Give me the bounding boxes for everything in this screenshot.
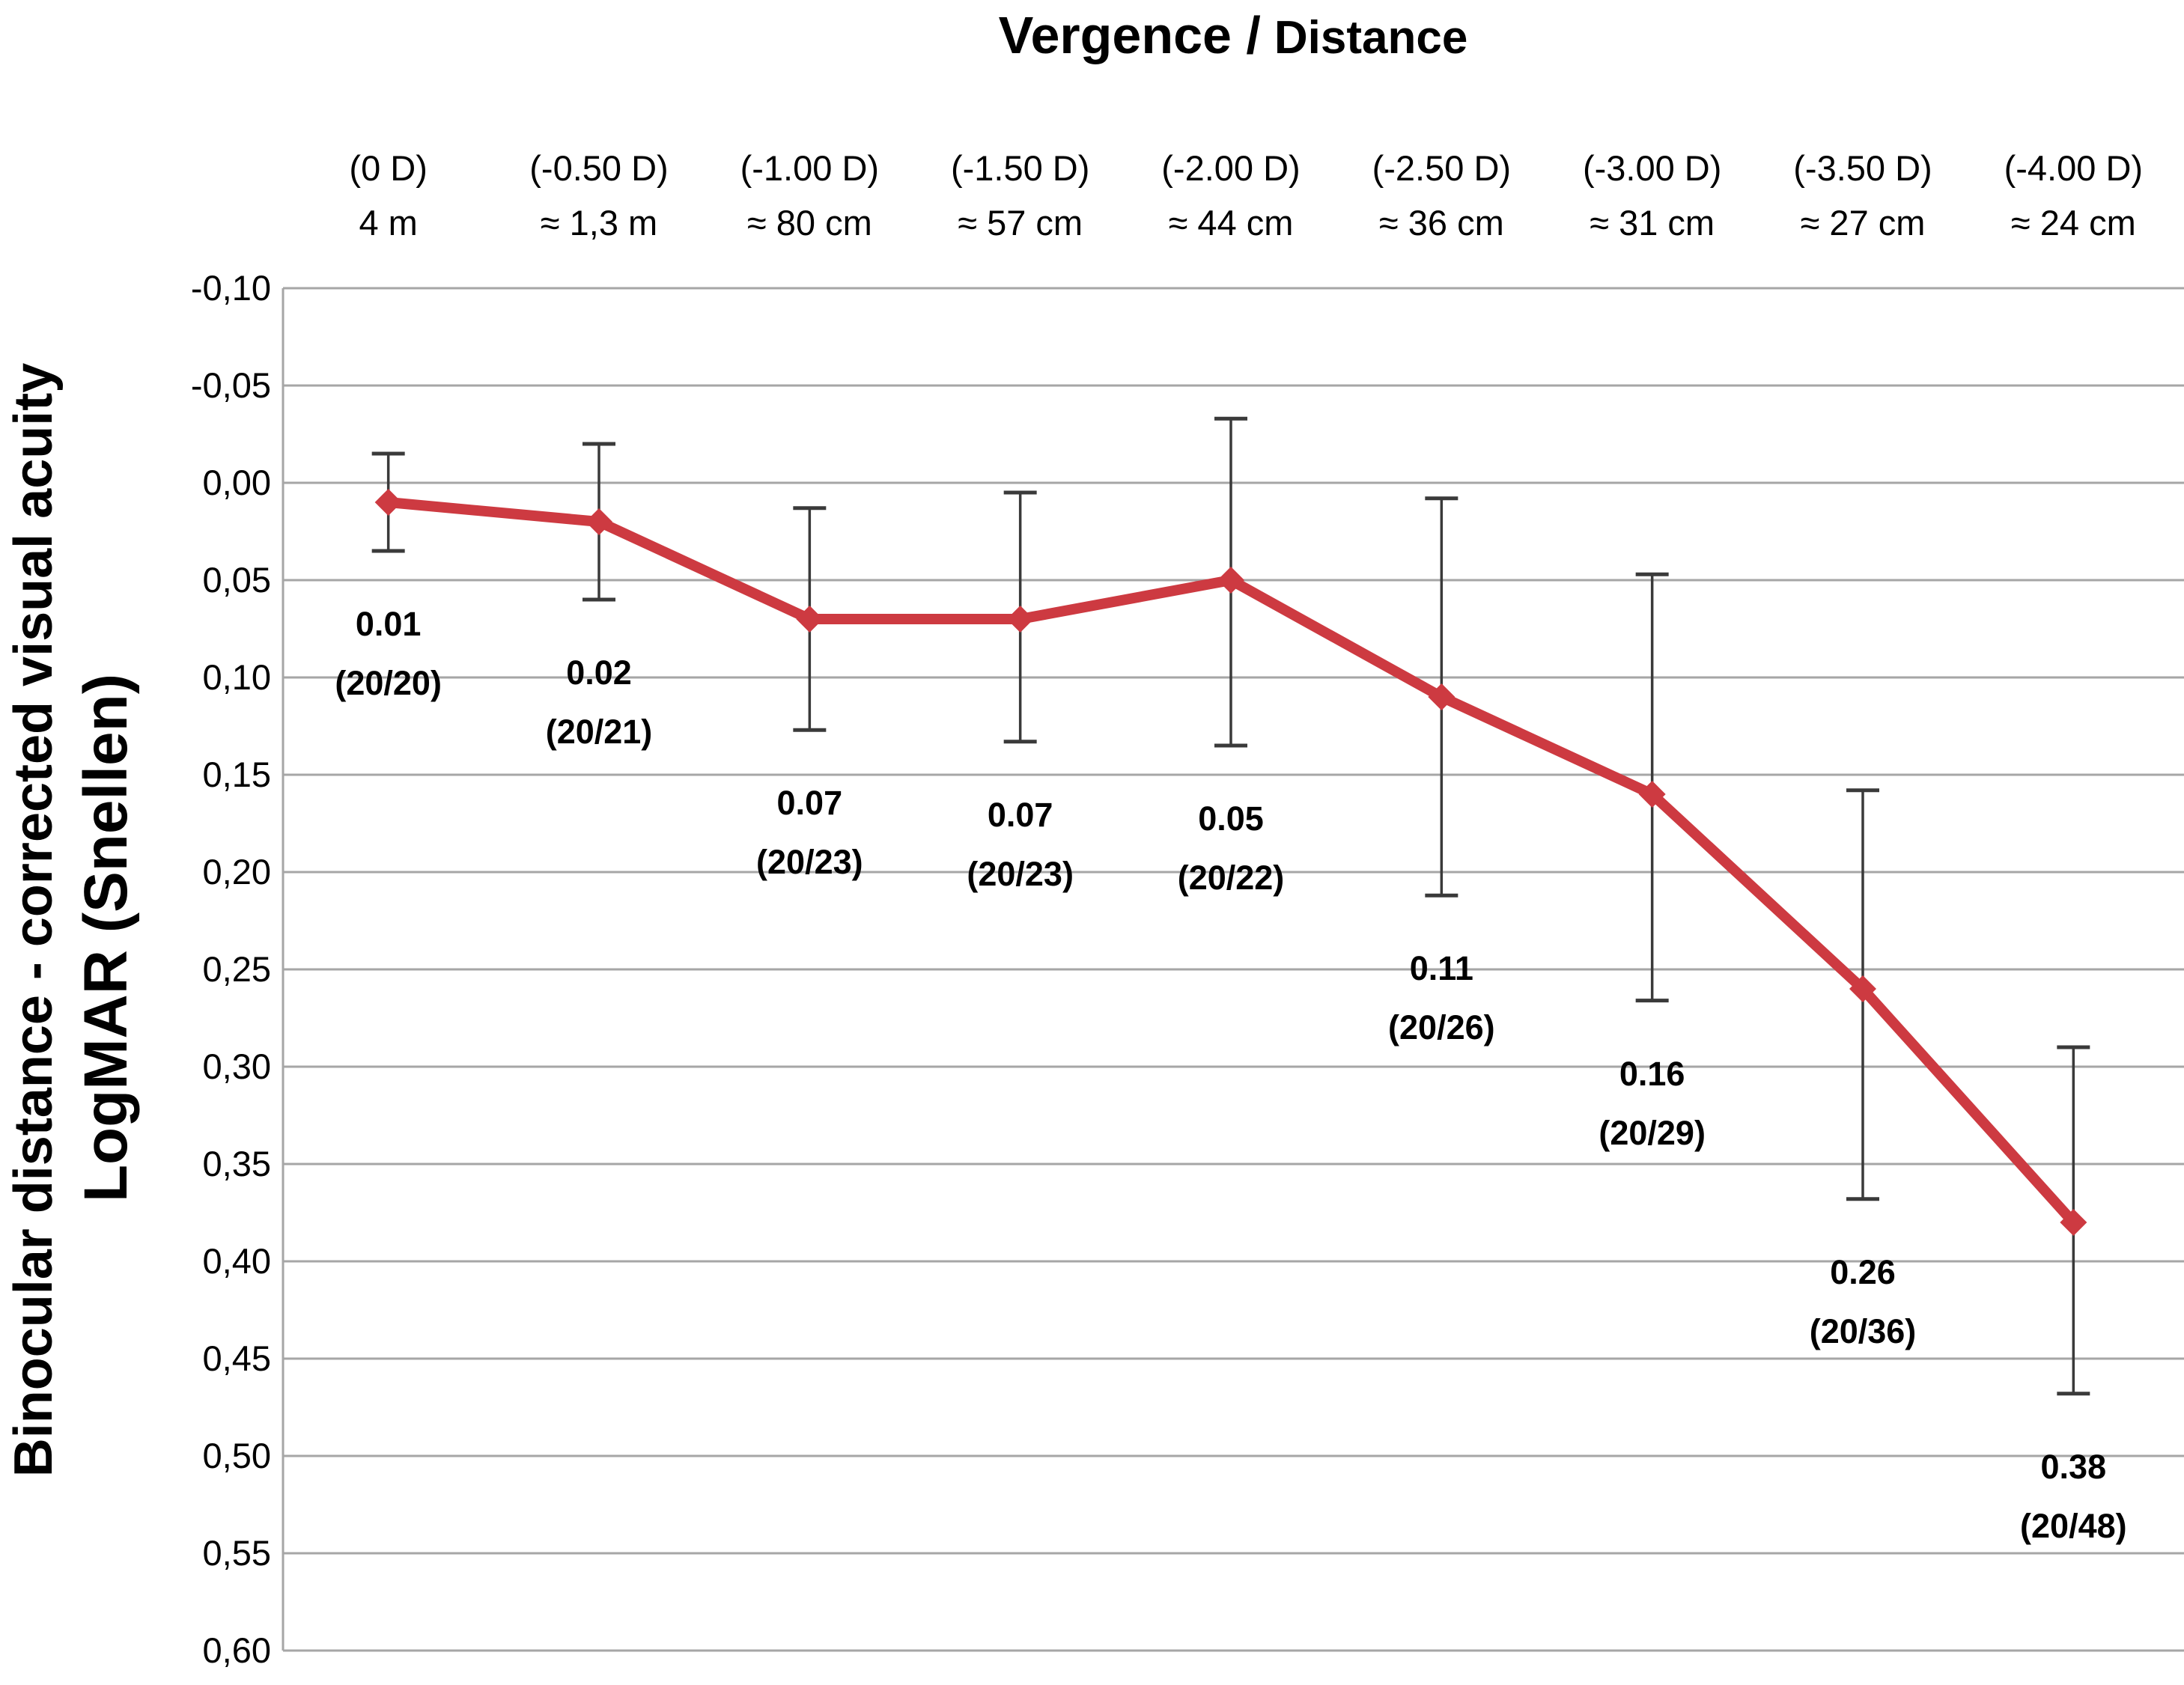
data-label-snellen-value: (20/20)	[335, 664, 442, 702]
data-point-marker	[2060, 1209, 2087, 1236]
markers	[374, 489, 2087, 1236]
y-tick-label: -0,10	[190, 268, 271, 308]
column-distance-label: ≈ 31 cm	[1590, 203, 1715, 243]
data-point-label: 0.07 (20/23)	[886, 785, 1155, 904]
y-tick-label: 0,60	[202, 1630, 271, 1670]
x-axis-column-header: (-3.50 D) ≈ 27 cm	[1728, 141, 1998, 250]
x-axis-column-header: (0 D) 4 m	[254, 141, 523, 250]
data-point-label: 0.38 (20/48)	[1938, 1437, 2184, 1555]
y-tick-label: 0,20	[202, 852, 271, 892]
data-label-snellen-value: (20/36)	[1809, 1311, 1917, 1350]
gridlines	[283, 287, 2184, 1652]
x-axis-column-header: (-2.50 D) ≈ 36 cm	[1307, 141, 1576, 250]
data-point-marker	[374, 489, 402, 516]
data-point-marker	[1428, 683, 1456, 710]
data-label-logmar-value: 0.07	[987, 795, 1053, 834]
column-distance-label: ≈ 36 cm	[1378, 203, 1504, 243]
y-tick-label: -0,05	[190, 365, 271, 405]
data-point-label: 0.07 (20/23)	[675, 773, 944, 892]
data-label-snellen-value: (20/26)	[1388, 1008, 1495, 1047]
column-vergence-label: (-3.50 D)	[1793, 148, 1932, 188]
y-tick-label: 0,10	[202, 657, 271, 697]
column-distance-label: ≈ 24 cm	[2010, 203, 2136, 243]
column-vergence-label: (-0.50 D)	[529, 148, 669, 188]
data-label-logmar-value: 0.16	[1619, 1054, 1685, 1093]
column-vergence-label: (-2.50 D)	[1372, 148, 1512, 188]
chart-title-main: Vergence /	[998, 6, 1261, 64]
data-point-marker	[1638, 781, 1666, 808]
data-point-label: 0.11 (20/26)	[1307, 939, 1576, 1057]
chart-title-sub: Distance	[1274, 12, 1468, 64]
data-label-logmar-value: 0.11	[1409, 949, 1473, 988]
column-distance-label: ≈ 80 cm	[746, 203, 872, 243]
data-point-label: 0.05 (20/22)	[1096, 789, 1366, 907]
y-tick-label: 0,35	[202, 1144, 271, 1183]
x-axis-column-header: (-1.50 D) ≈ 57 cm	[886, 141, 1155, 250]
column-distance-label: ≈ 27 cm	[1800, 203, 1926, 243]
y-tick-label: 0,30	[202, 1046, 271, 1086]
y-tick-label: 0,15	[202, 755, 271, 794]
x-axis-column-header: (-3.00 D) ≈ 31 cm	[1518, 141, 1787, 250]
data-label-logmar-value: 0.01	[355, 605, 422, 643]
data-label-snellen-value: (20/23)	[967, 854, 1074, 893]
data-label-logmar-value: 0.38	[2040, 1447, 2107, 1486]
data-label-logmar-value: 0.05	[1198, 799, 1264, 838]
y-tick-label: 0,55	[202, 1533, 271, 1573]
column-vergence-label: (-3.00 D)	[1582, 148, 1722, 188]
column-vergence-label: (0 D)	[349, 148, 428, 188]
data-label-snellen-value: (20/23)	[756, 843, 863, 882]
data-point-label: 0.01 (20/20)	[254, 594, 523, 713]
column-distance-label: 4 m	[359, 203, 418, 243]
column-vergence-label: (-1.00 D)	[740, 148, 880, 188]
data-label-snellen-value: (20/29)	[1599, 1113, 1706, 1152]
x-axis-column-header: (-0.50 D) ≈ 1,3 m	[464, 141, 734, 250]
data-label-snellen-value: (20/48)	[2020, 1506, 2127, 1545]
column-distance-label: ≈ 1,3 m	[540, 203, 658, 243]
x-axis-column-header: (-2.00 D) ≈ 44 cm	[1096, 141, 1366, 250]
column-vergence-label: (-4.00 D)	[2004, 148, 2144, 188]
data-label-logmar-value: 0.26	[1830, 1252, 1896, 1291]
data-label-logmar-value: 0.02	[566, 653, 632, 692]
column-vergence-label: (-1.50 D)	[950, 148, 1090, 188]
y-tick-label: 0,50	[202, 1436, 271, 1475]
error-bars	[371, 416, 2090, 1396]
column-distance-label: ≈ 44 cm	[1168, 203, 1294, 243]
y-tick-label: 0,25	[202, 949, 271, 989]
data-point-marker	[585, 508, 612, 535]
data-label-snellen-value: (20/21)	[545, 713, 653, 751]
data-point-label: 0.02 (20/21)	[464, 643, 734, 761]
x-axis-column-header: (-4.00 D) ≈ 24 cm	[1938, 141, 2184, 250]
data-point-marker	[1006, 606, 1034, 633]
x-axis-column-header: (-1.00 D) ≈ 80 cm	[675, 141, 944, 250]
data-point-marker	[1217, 567, 1244, 594]
data-label-logmar-value: 0.07	[776, 784, 843, 823]
column-vergence-label: (-2.00 D)	[1161, 148, 1301, 188]
y-tick-label: 0,00	[202, 463, 271, 502]
column-distance-label: ≈ 57 cm	[958, 203, 1083, 243]
data-point-label: 0.26 (20/36)	[1728, 1243, 1998, 1361]
data-point-label: 0.16 (20/29)	[1518, 1044, 1787, 1163]
y-tick-label: 0,05	[202, 560, 271, 600]
data-point-marker	[796, 606, 824, 633]
data-point-marker	[1849, 975, 1876, 1002]
y-tick-label: 0,45	[202, 1338, 271, 1378]
chart-title: Vergence / Distance	[597, 1, 1870, 69]
y-tick-label: 0,40	[202, 1241, 271, 1281]
data-label-snellen-value: (20/22)	[1177, 859, 1285, 897]
